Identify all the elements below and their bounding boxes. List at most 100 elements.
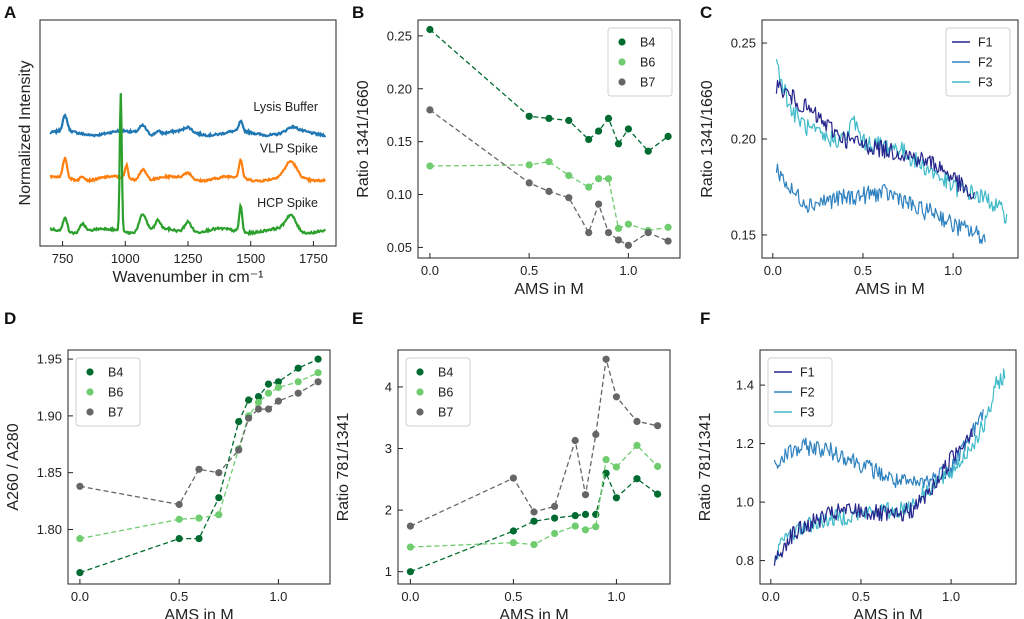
data-point-b4	[614, 140, 623, 148]
data-point-b7	[426, 106, 434, 114]
data-point-b6	[426, 162, 434, 170]
data-point-b7	[525, 179, 533, 187]
data-point-b7	[235, 446, 243, 454]
data-point-b6	[614, 224, 623, 232]
panel-label-c: C	[700, 3, 712, 22]
series-line-f1	[773, 428, 973, 566]
data-point-b7	[604, 229, 613, 237]
legend-marker-b7	[416, 408, 424, 416]
data-point-b7	[644, 229, 652, 237]
y-tick-label-b: 0.10	[387, 187, 412, 202]
legend-box	[767, 357, 833, 427]
data-point-b6	[264, 389, 273, 397]
legend-marker-b4	[416, 368, 424, 376]
data-point-b6	[254, 398, 263, 406]
legend-label-b7: B7	[108, 406, 123, 420]
y-axis-label-f: Ratio 781/1341	[697, 413, 714, 522]
x-tick-label-c: 0.5	[854, 263, 872, 278]
x-tick-label-a: 750	[52, 251, 74, 266]
x-axis-label-f: AMS in M	[853, 607, 922, 619]
y-tick-label-b: 0.25	[387, 28, 412, 43]
data-point-b4	[664, 132, 672, 140]
data-point-b6	[274, 383, 282, 392]
data-point-b7	[633, 417, 641, 425]
legend: F1 F2 F3	[945, 27, 1011, 97]
legend-label-f1: F1	[800, 366, 815, 380]
data-point-b6	[612, 463, 621, 471]
panel-label-b: B	[352, 3, 364, 22]
legend-label-b4: B4	[438, 366, 453, 380]
data-point-b7	[76, 482, 84, 490]
x-tick-label-f: 1.0	[942, 589, 960, 604]
data-point-b4	[585, 135, 593, 144]
legend-label-f1: F1	[978, 36, 993, 50]
legend-label-f3: F3	[978, 76, 993, 90]
data-point-b6	[571, 522, 579, 530]
x-tick-label-b: 0.5	[520, 263, 538, 278]
series-line-f1	[775, 79, 975, 200]
data-point-b4	[245, 396, 253, 404]
x-tick-label-d: 0.0	[71, 589, 89, 604]
data-point-b7	[195, 465, 203, 473]
legend-label-b6: B6	[438, 386, 453, 400]
y-tick-label-b: 0.05	[387, 240, 412, 255]
x-tick-label-c: 0.0	[764, 263, 782, 278]
series-line-f2	[773, 409, 984, 489]
data-point-b7	[264, 405, 273, 413]
panel-d: D 0.0 0.5 1.0 1.80 1.85 1.90 1.95 AMS in M A260 /…	[4, 309, 331, 619]
data-point-b6	[565, 171, 573, 180]
legend-marker-b6	[618, 58, 626, 66]
data-point-b6	[215, 511, 223, 519]
data-point-b4	[175, 535, 183, 543]
data-point-b4	[509, 527, 517, 535]
data-point-b7	[581, 491, 590, 499]
data-point-b4	[215, 494, 223, 502]
x-tick-label-a: 1750	[299, 251, 328, 266]
panel-label-e: E	[352, 309, 363, 328]
y-tick-label-d: 1.90	[37, 408, 62, 423]
x-tick-label-b: 0.0	[421, 263, 439, 278]
data-point-b4	[612, 494, 621, 502]
x-axis-label-e: AMS in M	[499, 607, 568, 619]
plot-frame-f	[759, 349, 1017, 585]
x-tick-label-e: 0.0	[401, 589, 419, 604]
data-point-b6	[175, 515, 183, 523]
data-point-b6	[76, 535, 84, 543]
x-tick-label-e: 0.5	[504, 589, 522, 604]
legend-label-b7: B7	[438, 406, 453, 420]
data-point-b4	[314, 355, 322, 363]
data-point-b4	[274, 378, 282, 386]
panel-b: B 0.0 0.5 1.0 0.05 0.10 0.15 0.20 0.25 AMS in M Ra…	[352, 3, 681, 298]
x-tick-label-a: 1250	[174, 251, 203, 266]
panel-e: E 0.0 0.5 1.0 1 2 3 4 AMS in M Ratio 781/1341 B4 B6…	[335, 309, 671, 619]
data-point-b7	[274, 397, 282, 405]
data-point-b4	[654, 490, 662, 498]
data-point-b7	[585, 229, 593, 237]
y-tick-label-d: 1.95	[37, 352, 62, 367]
data-point-b7	[592, 430, 600, 438]
data-point-b4	[604, 114, 613, 122]
data-point-b4	[624, 125, 633, 133]
plot-frame-e	[397, 349, 671, 585]
x-tick-label-f: 0.0	[762, 589, 780, 604]
y-axis-label-b: Ratio 1341/1660	[355, 80, 372, 198]
x-axis-label-b: AMS in M	[514, 281, 583, 298]
x-axis-label-d: AMS in M	[164, 607, 233, 619]
legend-label-f3: F3	[800, 406, 815, 420]
data-point-b7	[406, 522, 414, 530]
data-point-b7	[571, 436, 579, 445]
data-point-b7	[530, 508, 538, 516]
data-point-b4	[195, 535, 203, 543]
spectrum-line-lysis-buffer	[49, 113, 327, 139]
legend-label-b4: B4	[108, 366, 123, 380]
data-point-b4	[565, 116, 573, 125]
plot-frame-d	[67, 349, 331, 585]
spectrum-line-vlp-spike	[49, 156, 326, 184]
legend-marker-b6	[86, 388, 94, 396]
y-tick-label-f: 1.4	[736, 378, 754, 393]
data-point-b4	[633, 475, 641, 483]
legend-box	[607, 27, 673, 97]
data-point-b4	[530, 517, 538, 525]
series-line-f2	[775, 163, 986, 245]
data-point-b7	[565, 194, 573, 202]
